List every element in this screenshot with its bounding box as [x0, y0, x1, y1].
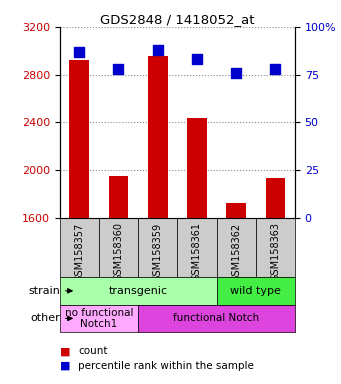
Text: percentile rank within the sample: percentile rank within the sample — [78, 361, 254, 371]
Bar — [60, 218, 99, 277]
Point — [194, 56, 199, 62]
Bar — [99, 218, 138, 277]
Text: GSM158363: GSM158363 — [270, 222, 280, 281]
Text: wild type: wild type — [230, 286, 281, 296]
Point — [272, 66, 278, 72]
Bar — [109, 176, 128, 218]
Text: GSM158361: GSM158361 — [192, 222, 202, 281]
Point — [116, 66, 121, 72]
Text: GSM158360: GSM158360 — [114, 222, 123, 281]
Text: functional Notch: functional Notch — [174, 313, 260, 323]
Bar — [256, 218, 295, 277]
Bar — [266, 178, 285, 218]
Bar — [138, 305, 295, 332]
Bar — [226, 204, 246, 218]
Title: GDS2848 / 1418052_at: GDS2848 / 1418052_at — [100, 13, 255, 26]
Text: GSM158359: GSM158359 — [153, 222, 163, 281]
Text: transgenic: transgenic — [108, 286, 168, 296]
Text: no functional
Notch1: no functional Notch1 — [65, 308, 133, 329]
Bar — [177, 218, 217, 277]
Text: ■: ■ — [60, 361, 70, 371]
Text: count: count — [78, 346, 108, 356]
Bar — [187, 118, 207, 218]
Point — [76, 49, 82, 55]
Text: strain: strain — [29, 286, 60, 296]
Text: other: other — [31, 313, 60, 323]
Bar — [148, 56, 167, 218]
Point — [155, 47, 160, 53]
Bar — [217, 218, 256, 277]
Point — [233, 70, 239, 76]
Text: GSM158357: GSM158357 — [74, 222, 84, 282]
Text: ■: ■ — [60, 346, 70, 356]
Bar — [138, 218, 177, 277]
Bar — [60, 277, 217, 305]
Text: GSM158362: GSM158362 — [231, 222, 241, 281]
Bar — [217, 277, 295, 305]
Bar — [60, 305, 138, 332]
Bar — [70, 60, 89, 218]
